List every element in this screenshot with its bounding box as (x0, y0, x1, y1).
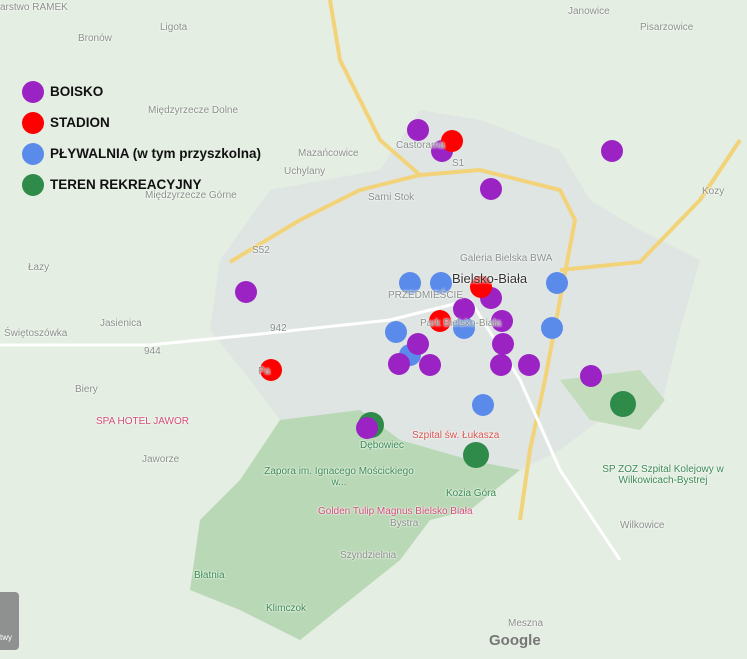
stadion-marker[interactable] (429, 310, 451, 332)
boisko-marker[interactable] (388, 353, 410, 375)
legend-item-plywalnia: PŁYWALNIA (w tym przyszkolna) (22, 138, 261, 169)
map-label-kozy: Kozy (702, 186, 725, 197)
map-label-s52: S52 (252, 245, 270, 256)
legend-item-teren: TEREN REKREACYJNY (22, 169, 261, 200)
boisko-marker[interactable] (235, 281, 257, 303)
plywalnia-marker[interactable] (430, 272, 452, 294)
boisko-marker[interactable] (601, 140, 623, 162)
stadion-marker[interactable] (260, 359, 282, 381)
map-label-debowiec: Dębowiec (360, 440, 404, 451)
map-label-city: Bielsko-Biała (452, 271, 528, 286)
legend: BOISKO STADION PŁYWALNIA (w tym przyszko… (22, 76, 261, 200)
map-label-pisarzowice: Pisarzowice (640, 22, 694, 33)
purple-dot-icon (22, 80, 44, 103)
legend-label: PŁYWALNIA (w tym przyszkolna) (50, 146, 262, 161)
map-label-spzoz: SP ZOZ Szpital Kolejowy w Wilkowicach-By… (602, 464, 724, 486)
map-label-lazy: Łazy (28, 262, 50, 273)
boisko-marker[interactable] (407, 333, 429, 355)
map-label-r944: 944 (144, 346, 161, 357)
map-label-swietoszowka: Świętoszówka (4, 328, 68, 339)
google-logo: Google (489, 632, 541, 649)
legend-label: BOISKO (50, 84, 104, 99)
stadion-marker[interactable] (441, 130, 463, 152)
map-label-mgorne: Międzyrzecze Górne (145, 190, 237, 201)
map-label-mazancowice: Mazańcowice (298, 148, 359, 159)
map-label-ligota: Ligota (160, 22, 188, 33)
map-label-jawor: SPA HOTEL JAWOR (96, 416, 189, 427)
plywalnia-marker[interactable] (546, 272, 568, 294)
forest-area (190, 410, 520, 640)
map-label-castorama: Castorama (396, 140, 445, 151)
legend-label: STADION (50, 115, 110, 130)
map-label-golden: Golden Tulip Magnus Bielsko Biała (318, 506, 473, 517)
blue-dot-icon (22, 142, 44, 165)
green-dot-icon (22, 173, 44, 196)
map-label-s1: S1 (452, 158, 465, 169)
map-label-mdolne: Międzyrzecze Dolne (148, 105, 239, 116)
red-dot-icon (22, 111, 44, 134)
road-s52-east (559, 138, 742, 272)
satellite-toggle[interactable]: twy (0, 592, 19, 650)
legend-label: TEREN REKREACYJNY (50, 177, 202, 192)
map-label-uchylany: Uchylany (284, 166, 326, 177)
plywalnia-marker[interactable] (385, 321, 407, 343)
map-label-bronow: Bronów (78, 33, 112, 44)
map-label-zapora: Zapora im. Ignacego Mościckiego w... (264, 466, 414, 488)
boisko-marker[interactable] (419, 354, 441, 376)
map-label-r942: 942 (270, 323, 287, 334)
map-label-szyndzielnia: Szyndzielnia (340, 550, 397, 561)
map-label-galeria: Galeria Bielska BWA (460, 253, 553, 264)
map-label-szpital: Szpital św. Łukasza (412, 430, 500, 441)
boisko-marker[interactable] (407, 119, 429, 141)
map-label-klimczok: Klimczok (266, 603, 307, 614)
map-label-janowice: Janowice (568, 6, 610, 17)
map-label-park: Park Bielsko-Biała (420, 318, 502, 329)
plywalnia-marker[interactable] (399, 272, 421, 294)
plywalnia-marker[interactable] (472, 394, 494, 416)
map-label-jaworze: Jaworze (142, 454, 180, 465)
boisko-marker[interactable] (480, 178, 502, 200)
boisko-marker[interactable] (518, 354, 540, 376)
road-944 (0, 298, 471, 347)
stadion-marker[interactable] (470, 276, 492, 298)
teren-rekreacyjny-marker[interactable] (610, 391, 636, 417)
boisko-marker[interactable] (491, 310, 513, 332)
map-label-biery: Biery (75, 384, 98, 395)
map-label-jasienica: Jasienica (100, 318, 142, 329)
boisko-marker[interactable] (580, 365, 602, 387)
map-label-pa: Pa (258, 366, 271, 377)
plywalnia-marker[interactable] (541, 317, 563, 339)
map-label-sarni: Sarni Stok (368, 192, 415, 203)
legend-item-stadion: STADION (22, 107, 261, 138)
map-label-przedmiescie: PRZEDMIEŚCIE (388, 290, 464, 301)
legend-item-boisko: BOISKO (22, 76, 261, 107)
map-label-blatnia: Błatnia (194, 570, 225, 581)
road-s52 (228, 173, 421, 264)
satellite-label: twy (0, 633, 12, 642)
teren-rekreacyjny-marker[interactable] (463, 442, 489, 468)
map-label-wilkowice: Wilkowice (620, 520, 665, 531)
boisko-marker[interactable] (490, 354, 512, 376)
map-label-meszna: Meszna (508, 618, 544, 629)
boisko-marker[interactable] (492, 333, 514, 355)
road-s1 (328, 0, 578, 521)
map-label-kozia: Kozia Góra (446, 488, 497, 499)
boisko-marker[interactable] (356, 417, 378, 439)
boisko-marker[interactable] (453, 298, 475, 320)
map-label-ramek: arstwo RAMEK (0, 2, 68, 13)
map-label-bystra: Bystra (390, 518, 419, 529)
plywalnia-marker[interactable] (453, 317, 475, 339)
